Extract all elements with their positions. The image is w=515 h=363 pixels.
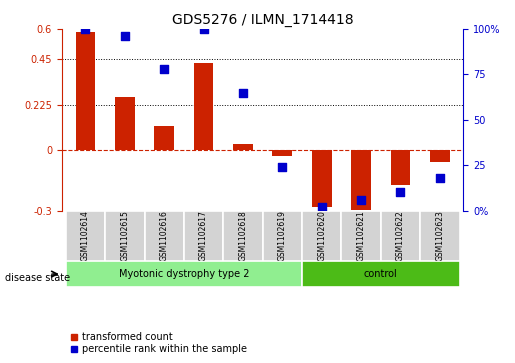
FancyBboxPatch shape [381,211,420,261]
Point [318,204,326,210]
Text: control: control [364,269,398,279]
FancyBboxPatch shape [66,261,302,287]
FancyBboxPatch shape [302,261,459,287]
Point [121,33,129,39]
Point [357,197,365,203]
Bar [76,32,95,150]
FancyBboxPatch shape [105,211,145,261]
Point [199,26,208,32]
FancyBboxPatch shape [145,211,184,261]
FancyBboxPatch shape [184,211,224,261]
Legend: transformed count, percentile rank within the sample: transformed count, percentile rank withi… [66,329,251,358]
FancyBboxPatch shape [263,211,302,261]
FancyBboxPatch shape [341,211,381,261]
FancyBboxPatch shape [420,211,459,261]
Text: GSM1102615: GSM1102615 [121,211,129,261]
Point [239,90,247,95]
Text: GSM1102614: GSM1102614 [81,211,90,261]
Bar [272,150,292,156]
FancyBboxPatch shape [302,211,341,261]
Text: GSM1102622: GSM1102622 [396,211,405,261]
Bar [351,150,371,209]
Bar [391,150,410,185]
Point [81,26,90,32]
Point [397,189,405,195]
Title: GDS5276 / ILMN_1714418: GDS5276 / ILMN_1714418 [172,13,353,26]
Bar [115,97,134,150]
Bar [430,150,450,162]
FancyBboxPatch shape [224,211,263,261]
Text: GSM1102616: GSM1102616 [160,211,169,261]
Text: GSM1102620: GSM1102620 [317,211,326,261]
Text: GSM1102618: GSM1102618 [238,211,248,261]
Text: Myotonic dystrophy type 2: Myotonic dystrophy type 2 [118,269,249,279]
Text: disease state: disease state [5,273,70,283]
Point [278,164,286,170]
Text: GSM1102619: GSM1102619 [278,211,287,261]
Point [436,175,444,181]
Point [160,66,168,72]
Text: GSM1102617: GSM1102617 [199,211,208,261]
FancyBboxPatch shape [66,211,105,261]
Text: GSM1102621: GSM1102621 [356,211,366,261]
Bar [154,126,174,150]
Bar [194,63,213,150]
Bar [233,144,253,150]
Bar [312,150,332,207]
Text: GSM1102623: GSM1102623 [435,211,444,261]
